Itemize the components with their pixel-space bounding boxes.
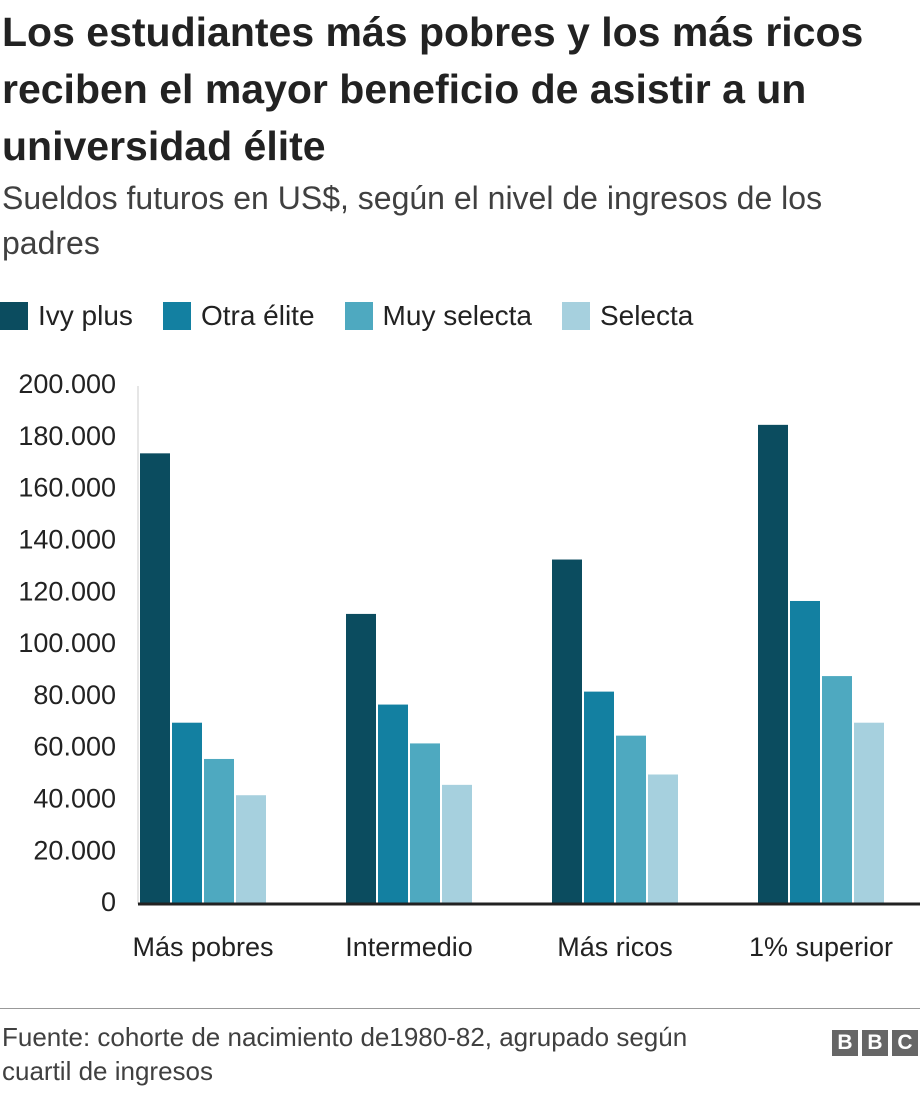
legend-swatch bbox=[162, 302, 191, 330]
y-tick-label: 140.000 bbox=[18, 525, 116, 555]
legend-swatch bbox=[344, 302, 373, 330]
y-tick-label: 180.000 bbox=[18, 421, 116, 451]
bar bbox=[648, 774, 678, 904]
bar bbox=[790, 600, 820, 904]
bar bbox=[854, 722, 884, 904]
logo-letter: B bbox=[832, 1030, 858, 1056]
bar bbox=[204, 758, 234, 904]
legend-item: Ivy plus bbox=[0, 300, 133, 332]
bar bbox=[410, 743, 440, 904]
legend-label: Otra élite bbox=[200, 300, 315, 331]
legend-label: Muy selecta bbox=[382, 300, 532, 331]
legend-item: Otra élite bbox=[162, 300, 315, 332]
x-tick-label: 1% superior bbox=[749, 932, 893, 962]
bar bbox=[140, 453, 170, 904]
y-tick-label: 40.000 bbox=[33, 784, 116, 814]
legend: Ivy plus Otra élite Muy selecta Selecta bbox=[0, 300, 723, 332]
bar bbox=[758, 424, 788, 904]
bar bbox=[378, 704, 408, 904]
bar bbox=[616, 735, 646, 904]
bar bbox=[552, 559, 582, 904]
bar bbox=[236, 795, 266, 904]
y-tick-label: 160.000 bbox=[18, 473, 116, 503]
y-tick-label: 60.000 bbox=[33, 732, 116, 762]
y-tick-label: 0 bbox=[101, 887, 116, 917]
x-tick-label: Intermedio bbox=[345, 932, 473, 962]
legend-item: Selecta bbox=[561, 300, 694, 332]
legend-item: Muy selecta bbox=[344, 300, 532, 332]
x-tick-label: Más pobres bbox=[132, 932, 273, 962]
legend-label: Ivy plus bbox=[38, 300, 133, 331]
bar bbox=[346, 613, 376, 904]
y-tick-label: 20.000 bbox=[33, 835, 116, 865]
source-note: Fuente: cohorte de nacimiento de1980-82,… bbox=[2, 1022, 688, 1086]
legend-label: Selecta bbox=[599, 300, 694, 331]
logo-letter: C bbox=[892, 1030, 918, 1056]
divider bbox=[0, 1008, 920, 1009]
bar bbox=[172, 722, 202, 904]
chart-title: Los estudiantes más pobres y los más ric… bbox=[2, 9, 864, 169]
chart: 0 20.000 40.000 60.000 80.000 100.000 120.000 1… bbox=[18, 369, 920, 962]
legend-swatch bbox=[0, 302, 28, 330]
bar bbox=[822, 676, 852, 904]
logo-letter: B bbox=[862, 1030, 888, 1056]
y-tick-label: 100.000 bbox=[18, 628, 116, 658]
chart-subtitle: Sueldos futuros en US$, según el nivel d… bbox=[2, 180, 823, 261]
bar bbox=[442, 784, 472, 904]
y-tick-label: 200.000 bbox=[18, 369, 116, 399]
bar bbox=[584, 691, 614, 904]
x-tick-label: Más ricos bbox=[557, 932, 673, 962]
y-tick-label: 120.000 bbox=[18, 576, 116, 606]
y-tick-label: 80.000 bbox=[33, 680, 116, 710]
legend-swatch bbox=[561, 302, 590, 330]
